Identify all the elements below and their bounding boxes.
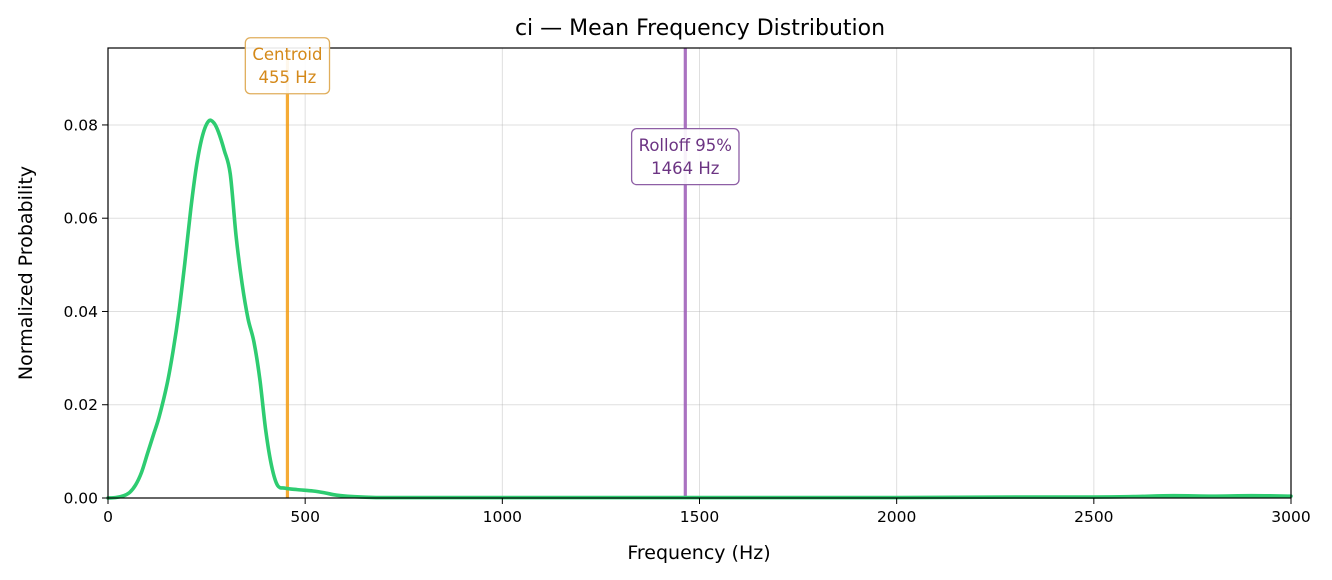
anno-layer: Centroid 455 Hz Rolloff 95% 1464 Hz (244, 37, 740, 186)
tick-layer: 0 500 1000 1500 2000 2500 3000 0.00 0.02 0.04 0.06… (63, 116, 1310, 526)
annotation-box (630, 128, 740, 186)
x-tick-label: 500 (290, 508, 320, 526)
centroid-annotation: Centroid 455 Hz (244, 37, 331, 95)
y-tick-label: 0.02 (63, 396, 98, 414)
x-tick-label: 0 (103, 508, 113, 526)
y-tick-label: 0.08 (63, 116, 98, 134)
annotation-label: Centroid (252, 45, 322, 64)
y-tick-label: 0.06 (63, 210, 98, 228)
x-axis-label: Frequency (Hz) (627, 542, 770, 564)
chart-title: ci — Mean Frequency Distribution (515, 16, 885, 41)
x-tick-label: 2500 (1074, 508, 1113, 526)
y-axis-label: Normalized Probability (15, 166, 37, 380)
y-tick-label: 0.04 (63, 303, 98, 321)
rolloff-annotation: Rolloff 95% 1464 Hz (630, 128, 740, 186)
annotation-label: 1464 Hz (651, 159, 719, 178)
x-tick-label: 1000 (483, 508, 522, 526)
annotation-label: 455 Hz (259, 68, 317, 87)
y-tick-label: 0.00 (63, 490, 98, 508)
vline-layer (285, 48, 687, 498)
annotation-label: Rolloff 95% (639, 136, 732, 155)
grid-layer (107, 48, 1292, 499)
x-tick-label: 2000 (877, 508, 916, 526)
x-tick-label: 3000 (1271, 508, 1310, 526)
x-tick-label: 1500 (680, 508, 719, 526)
annotation-box (244, 37, 331, 95)
